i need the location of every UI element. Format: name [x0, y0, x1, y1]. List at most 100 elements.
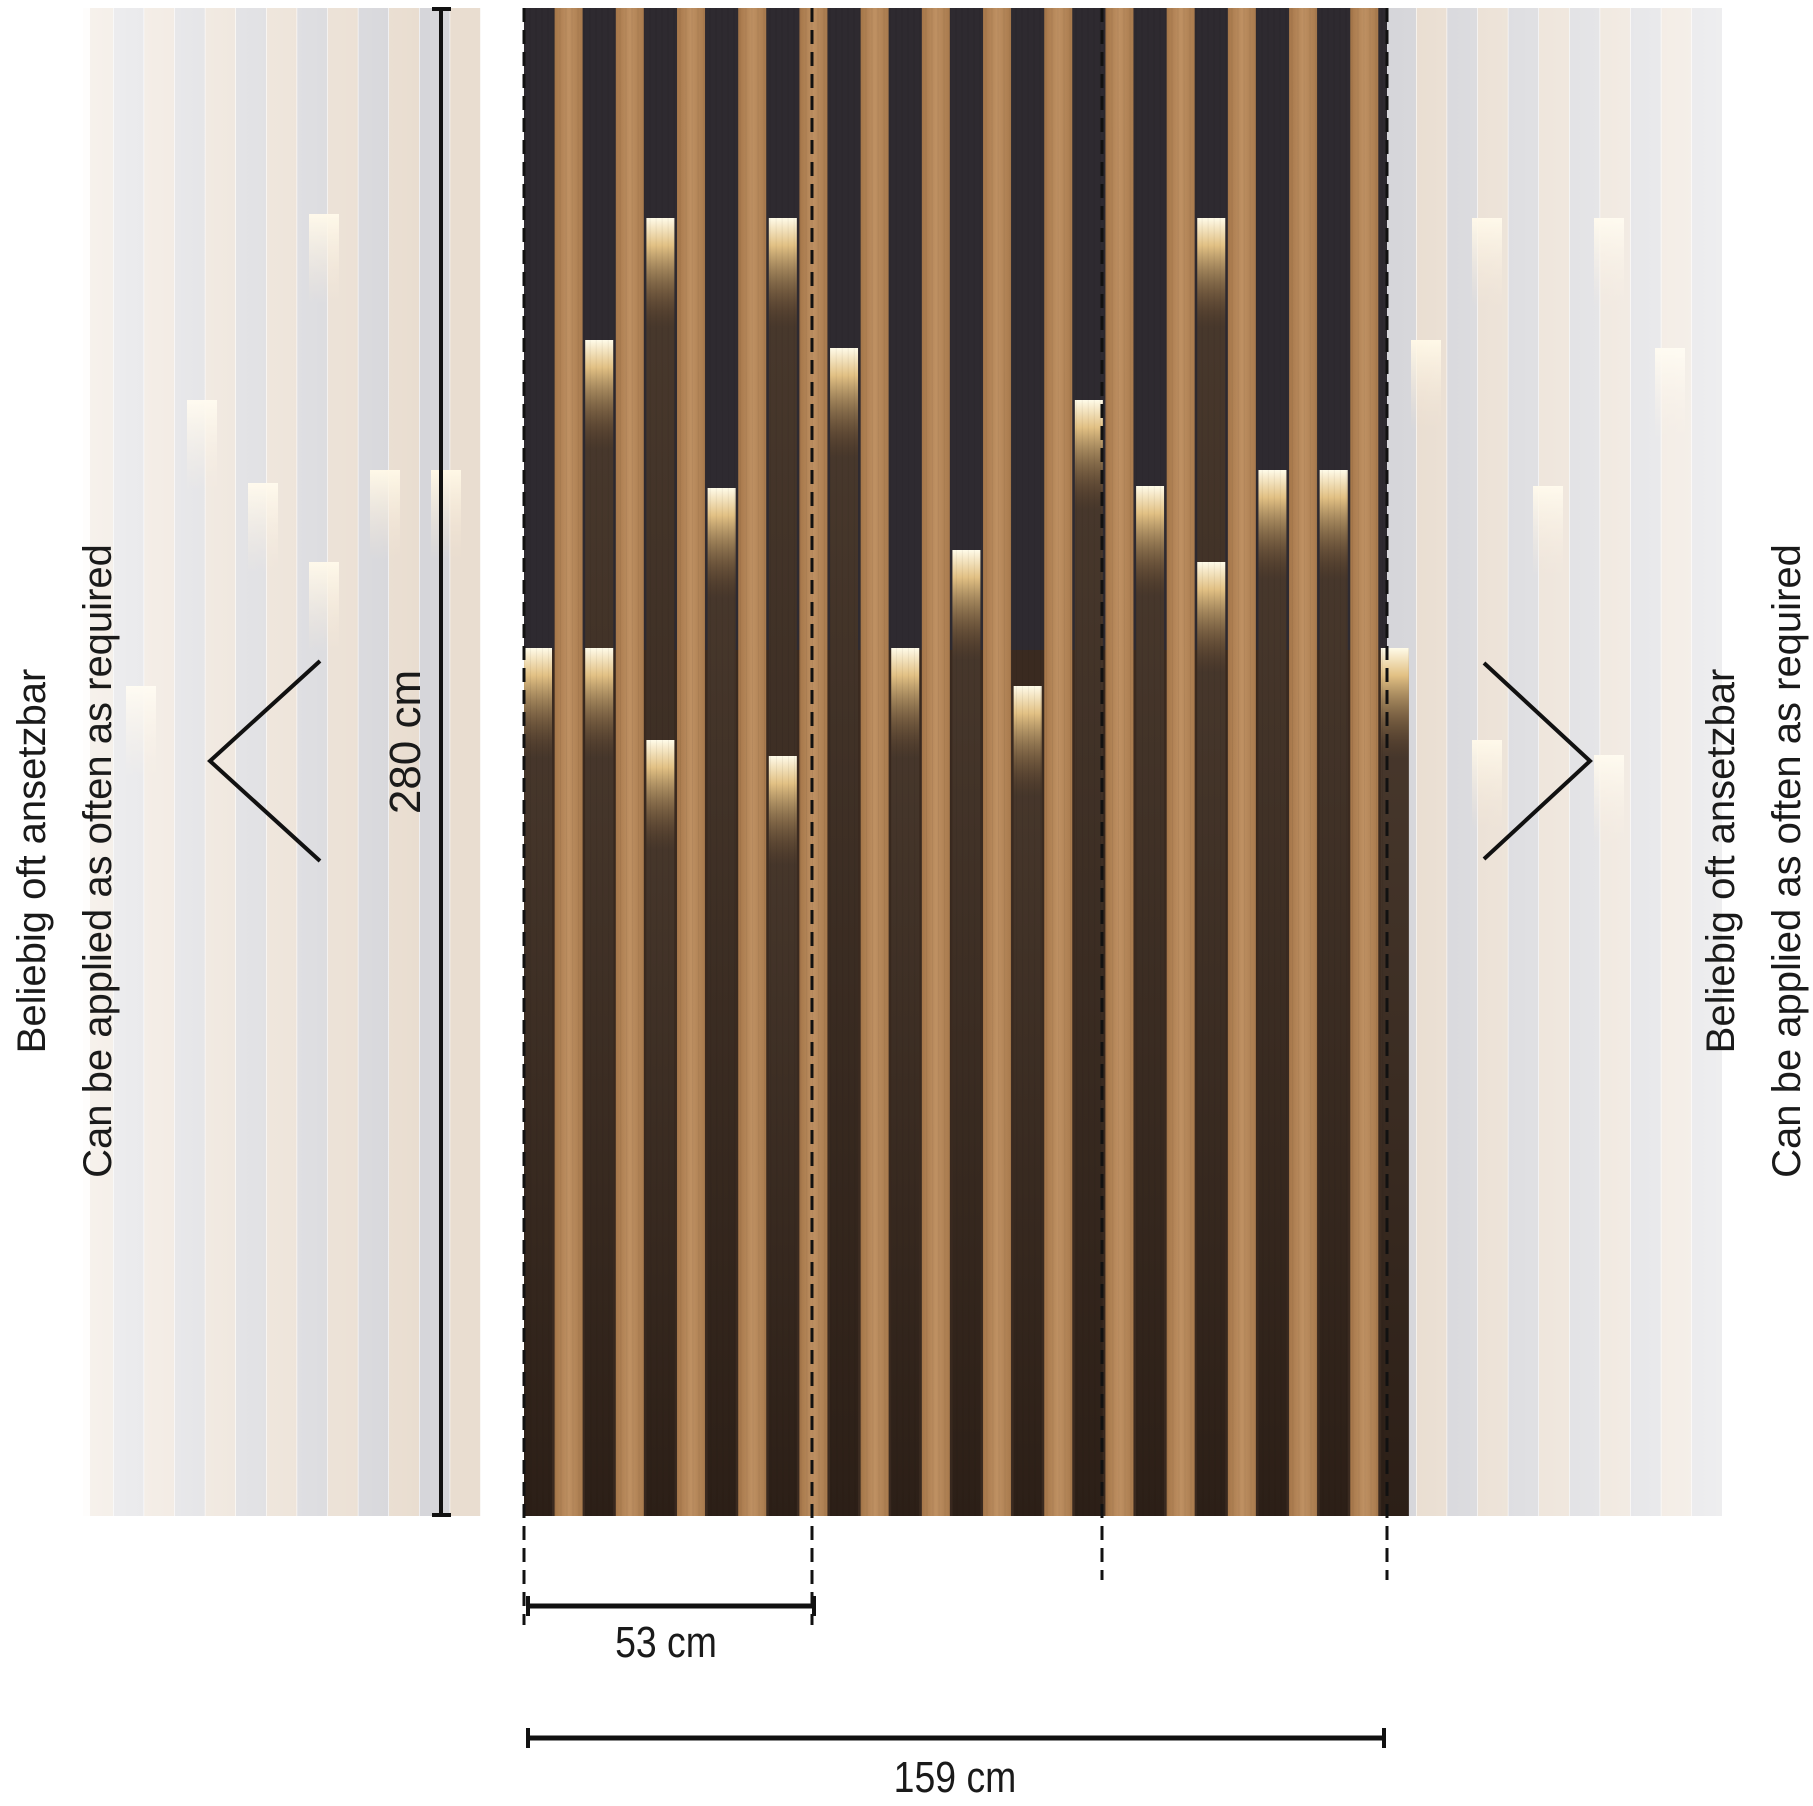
wood-grain: [1381, 7, 1384, 1517]
wood-slat: [1044, 8, 1073, 1516]
wood-grain: [1009, 7, 1012, 1517]
wood-grain: [925, 7, 928, 1517]
wood-grain: [865, 7, 868, 1517]
wood-grain: [1147, 7, 1150, 1517]
light-glow: [1074, 400, 1103, 510]
wood-grain: [727, 7, 730, 1517]
wood-grain: [673, 7, 676, 1517]
wood-grain: [1363, 7, 1366, 1517]
wood-grain: [1081, 7, 1084, 1517]
wood-grain: [565, 7, 568, 1517]
left-repeat-label: Beliebig oft ansetzbar Can be applied as…: [0, 531, 131, 1191]
wood-slat: [860, 8, 889, 1516]
wood-slat: [1227, 8, 1256, 1516]
light-glow: [646, 740, 675, 850]
wood-grain: [1117, 7, 1120, 1517]
light-glow: [1136, 486, 1165, 596]
wood-slat: [921, 8, 950, 1516]
wood-grain: [541, 7, 544, 1517]
right-edge-white: [1730, 0, 1813, 1801]
wood-grain: [607, 7, 610, 1517]
wood-slat: [983, 8, 1012, 1516]
wood-grain: [1165, 7, 1168, 1517]
light-glow: [830, 348, 859, 458]
faded-light: [431, 470, 461, 560]
light-glow: [1197, 218, 1226, 328]
faded-slat: [450, 8, 481, 1516]
wood-grain: [1351, 7, 1354, 1517]
wood-slat: [615, 8, 644, 1516]
wood-grain: [889, 7, 892, 1517]
wood-grain: [829, 7, 832, 1517]
wood-grain: [775, 7, 778, 1517]
wood-grain: [883, 7, 886, 1517]
wood-grain: [733, 7, 736, 1517]
wood-grain: [1207, 7, 1210, 1517]
wood-grain: [1039, 7, 1042, 1517]
wood-grain: [907, 7, 910, 1517]
lit-slat: [1258, 470, 1287, 1516]
light-glow: [1258, 470, 1287, 580]
wood-grain: [781, 7, 784, 1517]
wood-grain: [751, 7, 754, 1517]
wood-grain: [1255, 7, 1258, 1517]
wood-grain: [805, 7, 808, 1517]
wood-grain: [1075, 7, 1078, 1517]
wood-slat: [1350, 8, 1379, 1516]
wood-grain: [1045, 7, 1048, 1517]
wood-grain: [583, 7, 586, 1517]
wood-grain: [1375, 7, 1378, 1517]
wood-grain: [1201, 7, 1204, 1517]
wood-grain: [1285, 7, 1288, 1517]
lit-slat: [1136, 486, 1165, 1516]
wood-grain: [1123, 7, 1126, 1517]
wood-grain: [1243, 7, 1246, 1517]
wood-grain: [1159, 7, 1162, 1517]
wood-grain: [1237, 7, 1240, 1517]
light-glow: [1013, 686, 1042, 796]
light-glow: [768, 218, 797, 328]
wood-grain: [835, 7, 838, 1517]
wood-grain: [631, 7, 634, 1517]
lit-slat: [1013, 686, 1042, 1516]
light-glow: [585, 340, 614, 450]
wood-grain: [973, 7, 976, 1517]
wood-grain: [589, 7, 592, 1517]
light-glow: [1197, 562, 1226, 672]
wood-grain: [895, 7, 898, 1517]
wood-grain: [1141, 7, 1144, 1517]
light-glow: [707, 488, 736, 598]
wood-grain: [1213, 7, 1216, 1517]
panel-width-label: 53 cm: [615, 1618, 717, 1667]
wood-grain: [625, 7, 628, 1517]
wood-grain: [1291, 7, 1294, 1517]
wood-grain: [571, 7, 574, 1517]
wood-grain: [1321, 7, 1324, 1517]
left-edge-white: [0, 0, 90, 1801]
lit-slat: [768, 756, 797, 1516]
wood-grain: [1189, 7, 1192, 1517]
lit-slat: [952, 550, 981, 1516]
wood-grain: [967, 7, 970, 1517]
light-glow: [768, 756, 797, 866]
chevron-right-icon: [1482, 661, 1593, 861]
wood-grain: [697, 7, 700, 1517]
wood-grain: [1267, 7, 1270, 1517]
wood-grain: [955, 7, 958, 1517]
light-glow: [891, 648, 920, 758]
wood-grain: [1309, 7, 1312, 1517]
wood-grain: [919, 7, 922, 1517]
wood-grain: [1369, 7, 1372, 1517]
wood-grain: [1231, 7, 1234, 1517]
wood-grain: [1027, 7, 1030, 1517]
height-dimension-label: 280 cm: [381, 669, 430, 815]
wood-grain: [943, 7, 946, 1517]
wallpaper-panels: [523, 7, 1409, 1517]
wood-grain: [1003, 7, 1006, 1517]
wood-grain: [1033, 7, 1036, 1517]
wood-grain: [1105, 7, 1108, 1517]
lit-slat: [1197, 562, 1226, 1516]
wood-grain: [1315, 7, 1318, 1517]
lit-slat: [585, 648, 614, 1516]
wood-grain: [901, 7, 904, 1517]
